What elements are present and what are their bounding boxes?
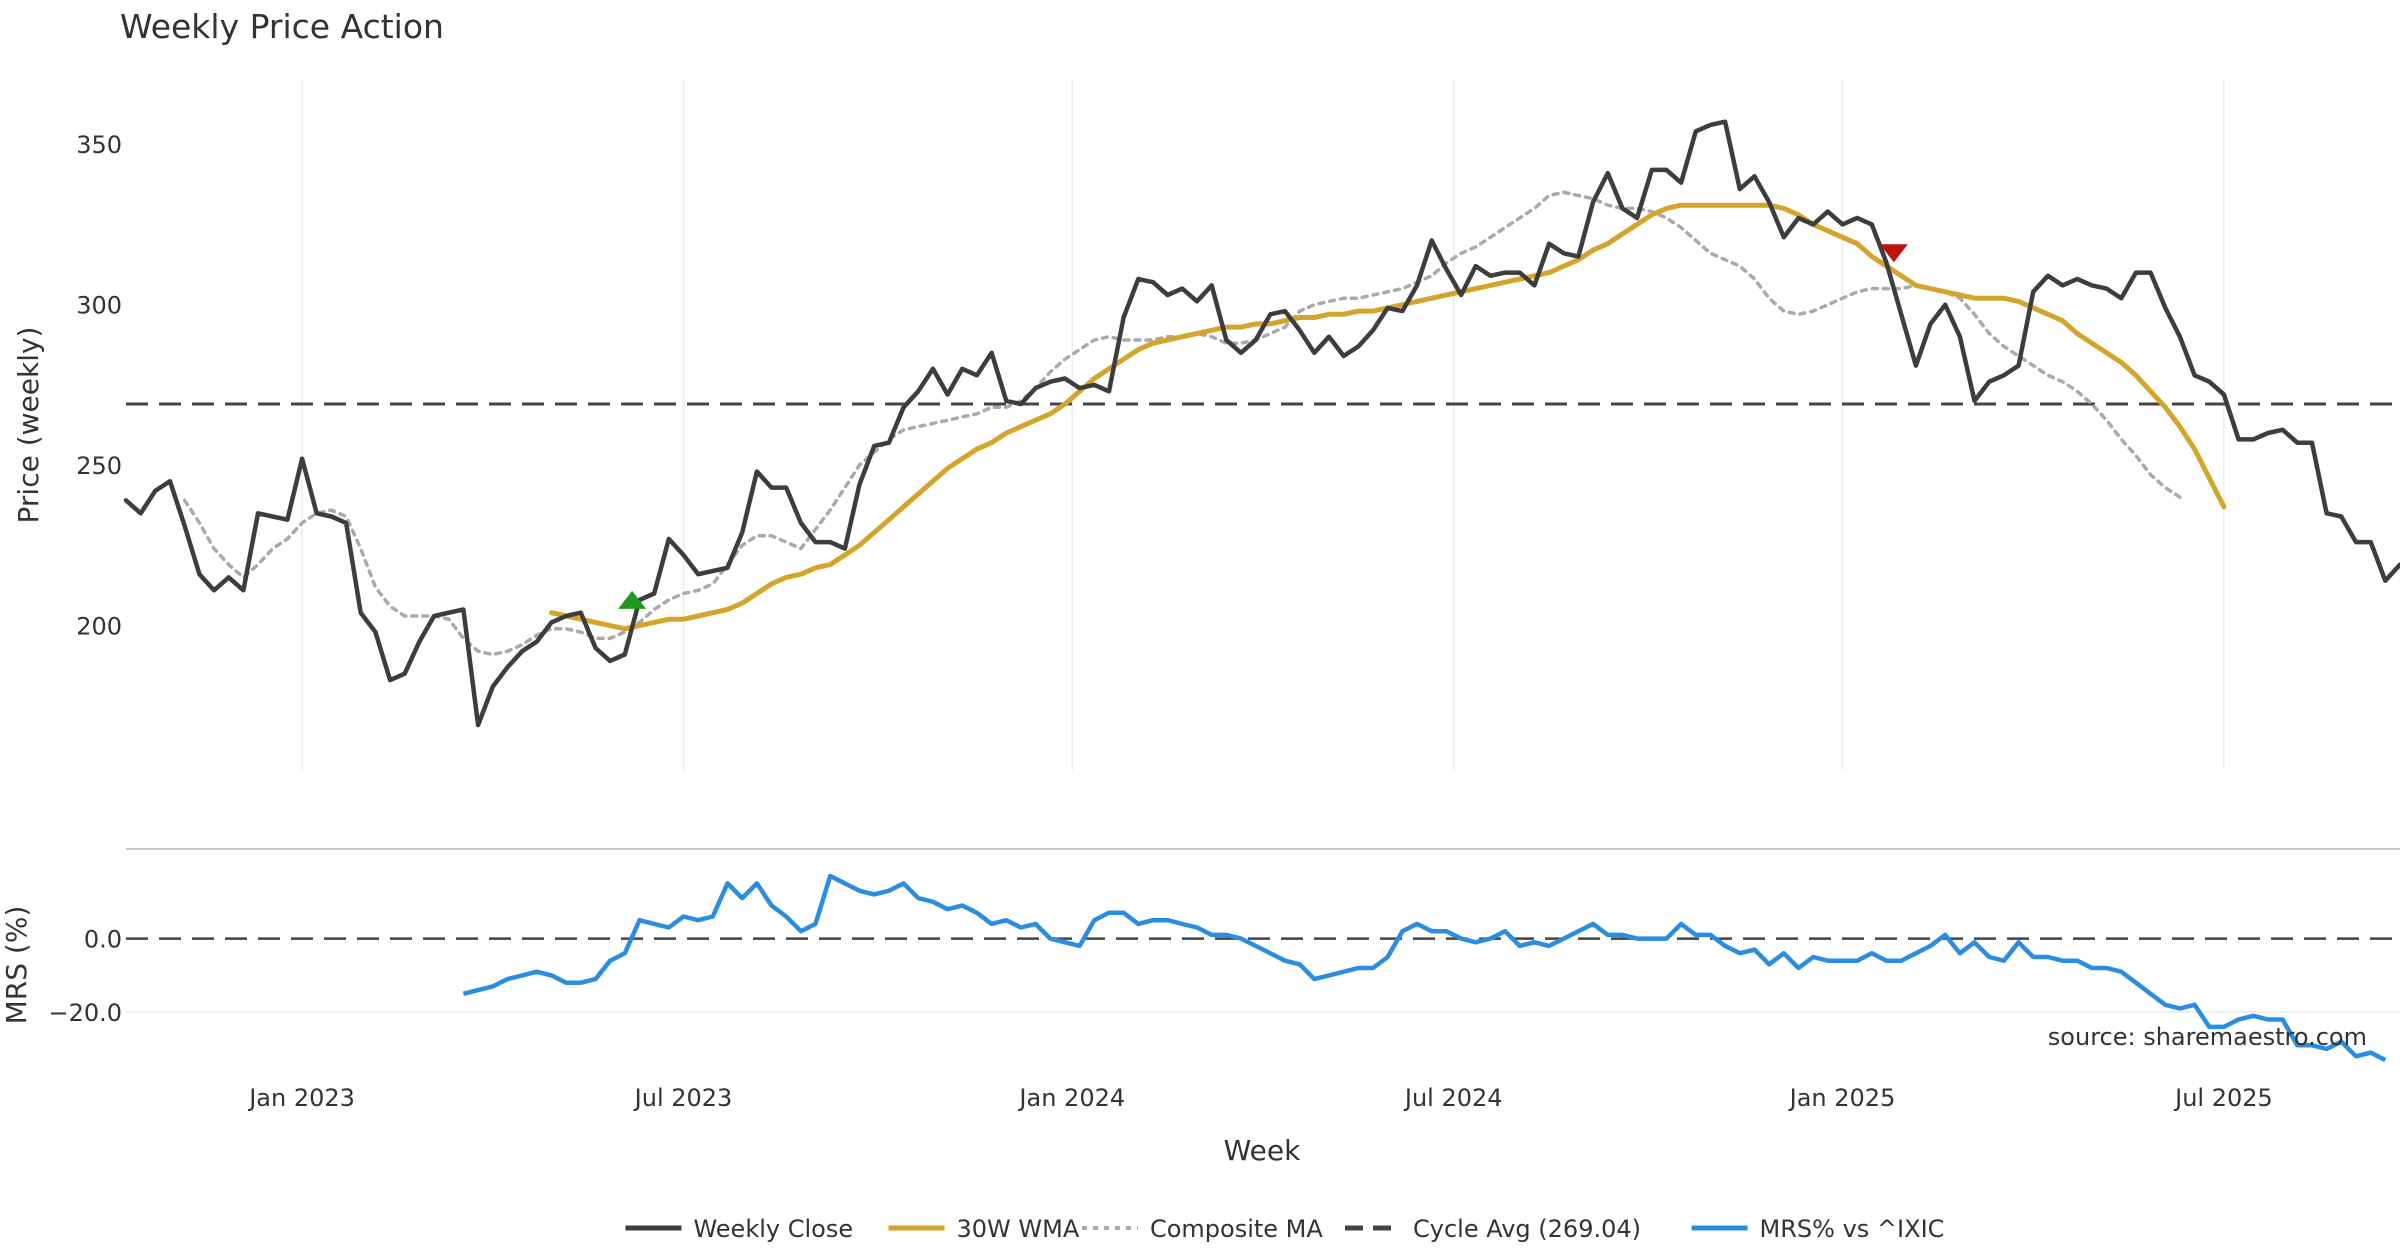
mrs-y-tick-neg20: −20.0	[48, 999, 122, 1027]
signal-markers	[618, 244, 1908, 609]
buy-signal-marker	[618, 590, 647, 609]
price-series	[123, 119, 2400, 728]
series-mrs-vs-ixic	[462, 873, 2387, 1063]
x-ticks: Jan 2023 Jul 2023 Jan 2024 Jul 2024 Jan 2025…	[247, 1084, 2273, 1112]
price-y-tick-350: 350	[76, 131, 122, 159]
x-axis-label: Week	[1224, 1134, 1301, 1167]
price-axis-label: Price (weekly)	[12, 327, 45, 524]
x-tick-jan-2025: Jan 2025	[1788, 1084, 1896, 1112]
x-tick-jan-2023: Jan 2023	[247, 1084, 355, 1112]
x-tick-jul-2023: Jul 2023	[633, 1084, 733, 1112]
x-tick-jul-2024: Jul 2024	[1403, 1084, 1503, 1112]
mrs-y-ticks: 0.0 −20.0	[48, 926, 122, 1028]
series-weekly-close	[123, 119, 2400, 728]
legend-label-weekly-close: Weekly Close	[693, 1215, 853, 1243]
price-y-tick-250: 250	[76, 452, 122, 480]
legend-item-cycle-avg-269-04[interactable]: Cycle Avg (269.04)	[1345, 1215, 1641, 1243]
x-tick-jul-2025: Jul 2025	[2173, 1084, 2273, 1112]
source-annotation: source: sharemaestro.com	[2048, 1023, 2367, 1051]
legend-label-composite-ma: Composite MA	[1150, 1215, 1323, 1243]
legend-item-weekly-close[interactable]: Weekly Close	[625, 1215, 853, 1243]
price-grid	[301, 80, 2225, 770]
legend-item-30w-wma[interactable]: 30W WMA	[888, 1215, 1080, 1243]
legend-item-mrs-vs-ixic[interactable]: MRS% vs ^IXIC	[1691, 1215, 1945, 1243]
price-y-ticks: 200 250 300 350	[76, 131, 122, 640]
x-tick-jan-2024: Jan 2024	[1017, 1084, 1125, 1112]
mrs-y-tick-0: 0.0	[84, 926, 122, 954]
series-30w-wma	[549, 202, 2227, 632]
mrs-series	[462, 873, 2387, 1063]
legend-item-composite-ma[interactable]: Composite MA	[1081, 1215, 1323, 1243]
legend-label-mrs-vs-ixic: MRS% vs ^IXIC	[1760, 1215, 1945, 1243]
mrs-axis-label: MRS (%)	[0, 906, 33, 1025]
legend-label-30w-wma: 30W WMA	[957, 1215, 1080, 1243]
chart-title: Weekly Price Action	[120, 7, 444, 46]
legend[interactable]: Weekly Close 30W WMA Composite MA Cycle Avg…	[625, 1215, 1944, 1243]
price-y-tick-200: 200	[76, 613, 122, 641]
legend-label-cycle-avg-269-04: Cycle Avg (269.04)	[1413, 1215, 1641, 1243]
sell-signal-marker	[1879, 244, 1908, 263]
price-y-tick-300: 300	[76, 292, 122, 320]
